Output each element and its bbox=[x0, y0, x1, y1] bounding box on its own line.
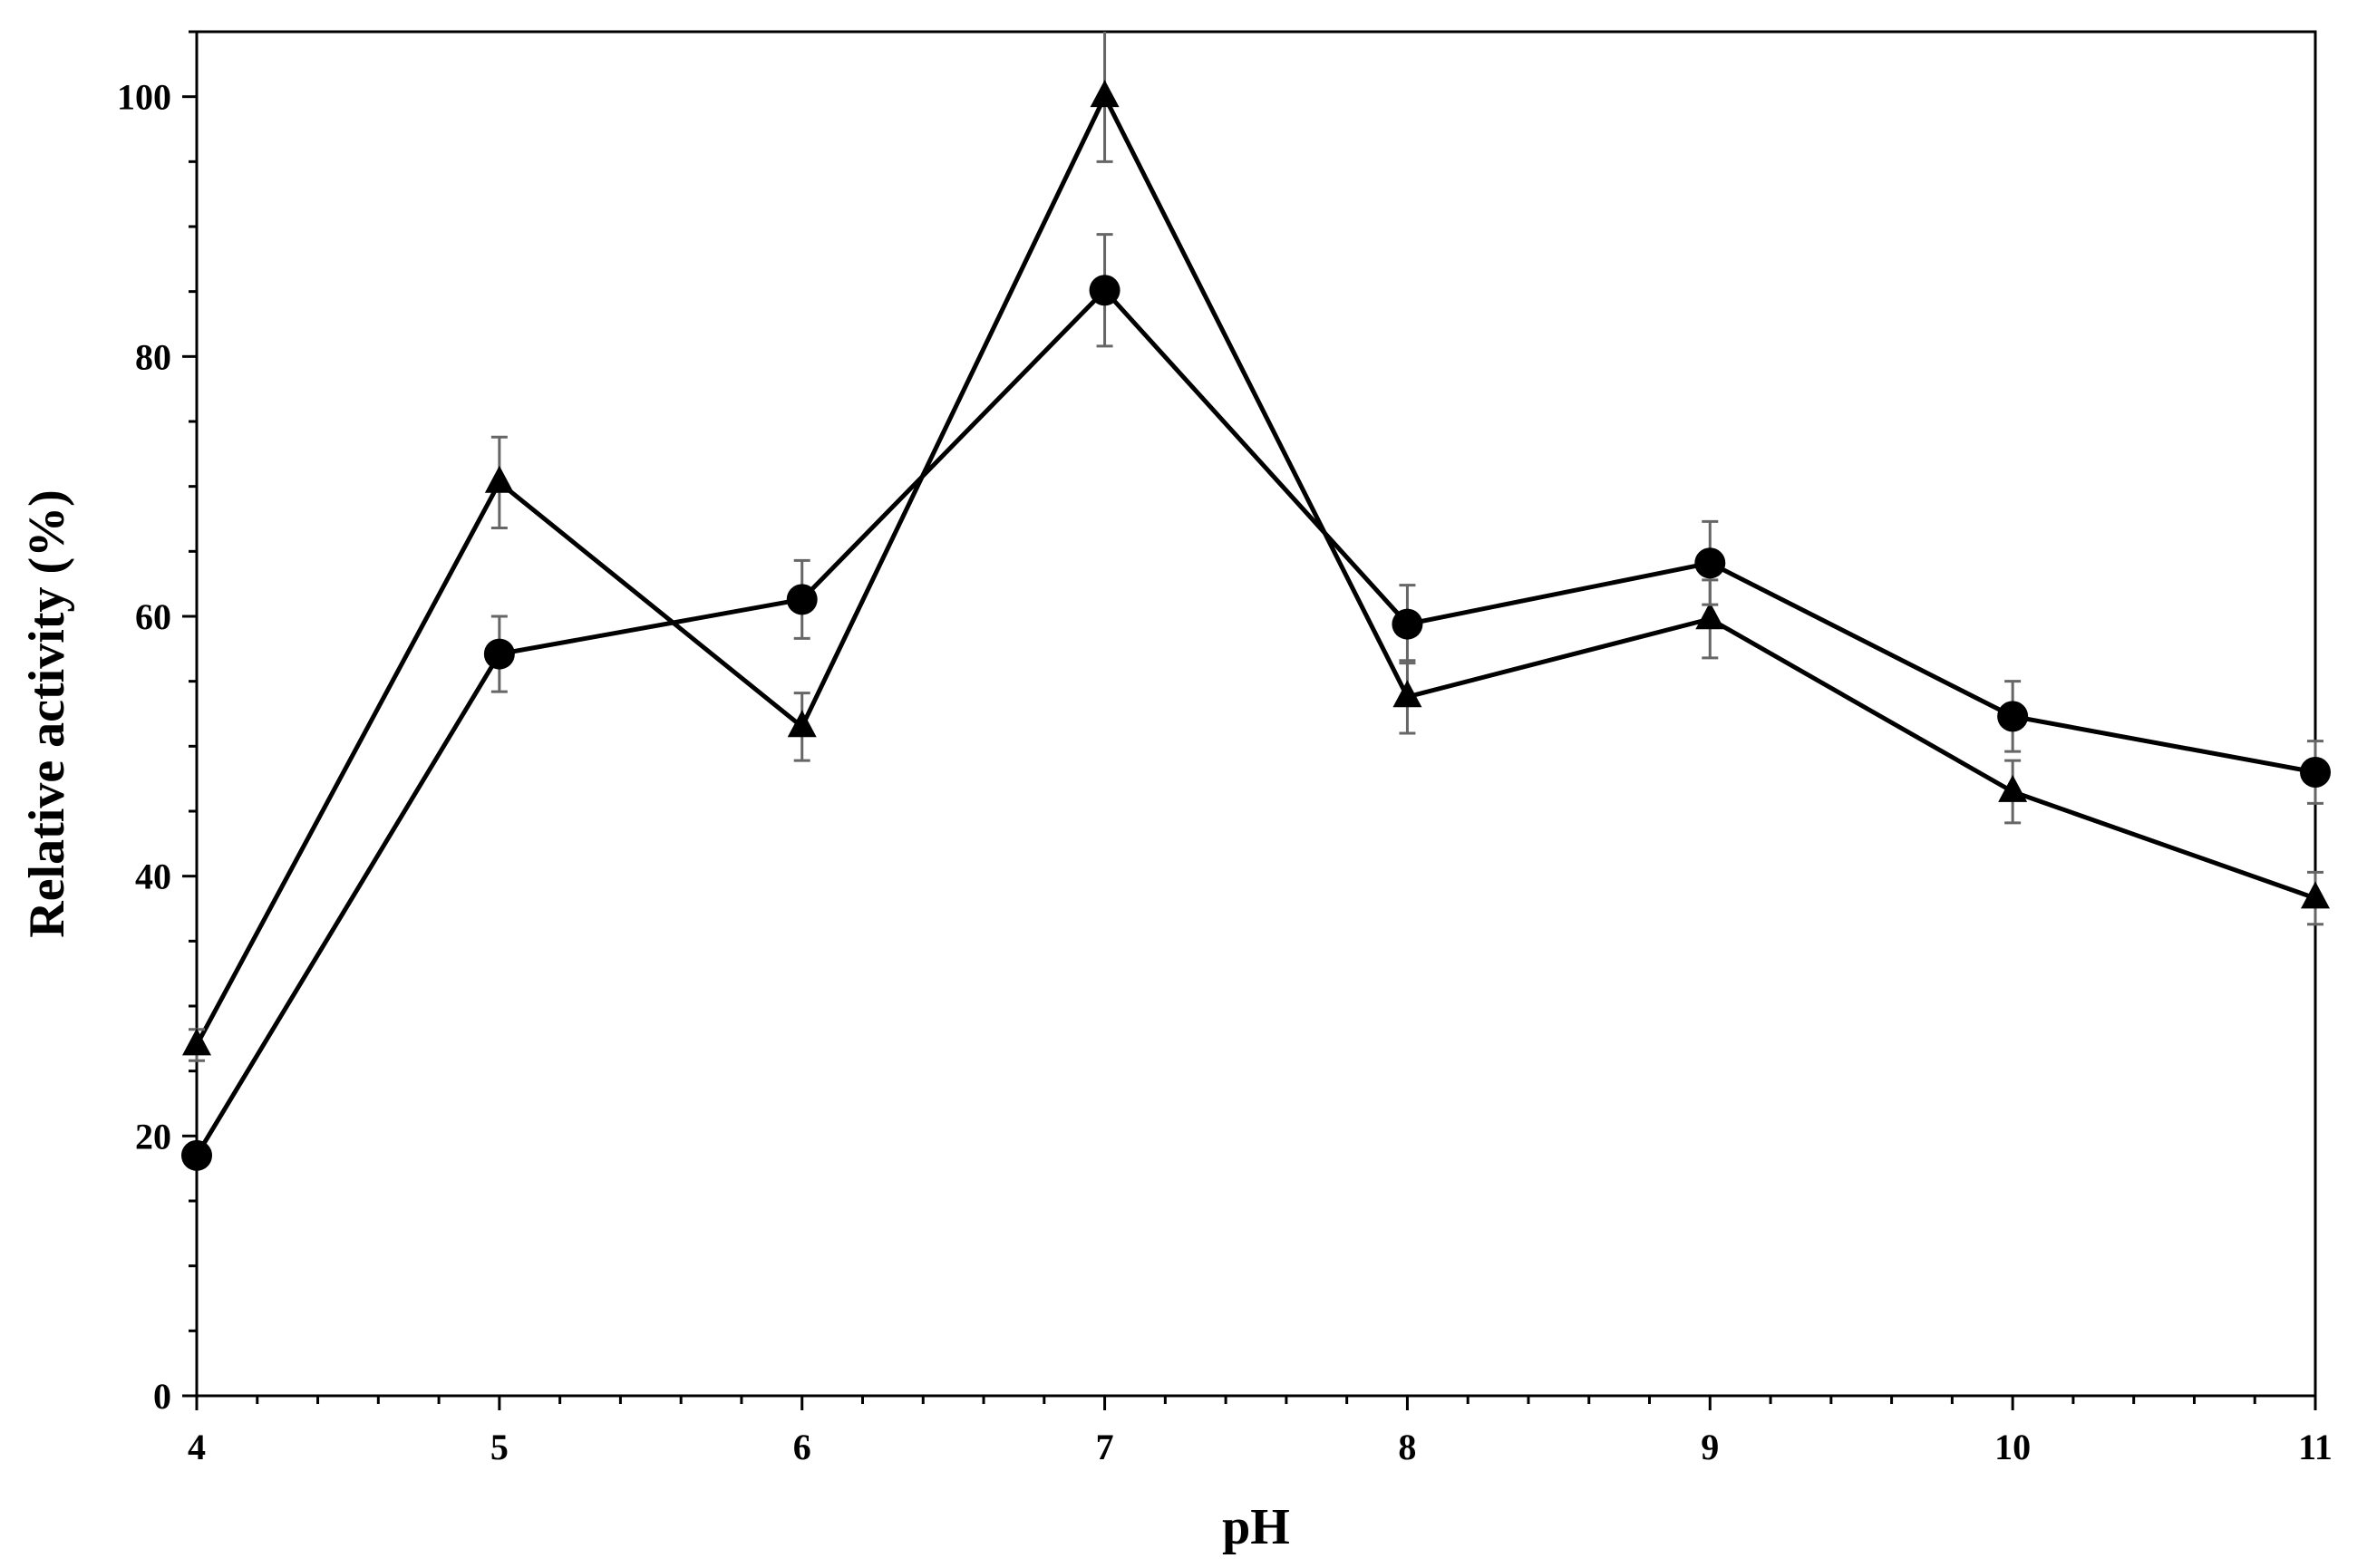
y-tick-label: 0 bbox=[153, 1376, 171, 1417]
series-line bbox=[194, 286, 2316, 1157]
x-tick-label: 5 bbox=[490, 1427, 509, 1467]
data-point-triangle bbox=[1090, 80, 1120, 108]
x-tick-label: 10 bbox=[1994, 1427, 2031, 1467]
y-axis-title: Relative activity (%) bbox=[19, 489, 75, 937]
x-tick-label: 7 bbox=[1096, 1427, 1114, 1467]
series-triangle bbox=[182, 32, 2330, 1062]
data-point-triangle bbox=[1392, 680, 1422, 708]
series-circle bbox=[181, 233, 2331, 1171]
y-tick-label: 60 bbox=[135, 596, 171, 637]
data-point-circle bbox=[181, 1139, 212, 1171]
data-point-triangle bbox=[1998, 774, 2028, 802]
data-point-triangle bbox=[182, 1028, 211, 1056]
data-point-circle bbox=[2300, 757, 2331, 788]
data-point-circle bbox=[1089, 275, 1120, 306]
data-point-triangle bbox=[1695, 602, 1725, 630]
x-tick-label: 4 bbox=[188, 1427, 206, 1467]
x-axis-ticks: 4 5 6 7 8 9 10 11 bbox=[188, 1396, 2333, 1467]
data-point-circle bbox=[1997, 701, 2029, 732]
data-point-circle bbox=[483, 638, 515, 670]
series-layer bbox=[181, 32, 2331, 1171]
data-point-triangle bbox=[2301, 881, 2330, 909]
x-tick-label: 8 bbox=[1398, 1427, 1416, 1467]
plot-frame bbox=[195, 30, 2317, 1398]
data-point-circle bbox=[1392, 608, 1423, 640]
y-tick-label: 20 bbox=[135, 1116, 171, 1157]
data-point-circle bbox=[1694, 547, 1726, 579]
x-tick-label: 6 bbox=[793, 1427, 811, 1467]
data-point-circle bbox=[786, 584, 818, 615]
x-tick-label: 11 bbox=[2298, 1427, 2333, 1467]
series-line bbox=[194, 92, 2316, 1047]
x-axis-title: pH bbox=[1222, 1499, 1290, 1555]
data-point-triangle bbox=[787, 710, 817, 738]
y-tick-label: 80 bbox=[135, 336, 171, 377]
y-axis-ticks: 0 20 40 60 80 100 bbox=[117, 30, 197, 1417]
data-point-triangle bbox=[484, 465, 514, 493]
y-tick-label: 40 bbox=[135, 857, 171, 897]
y-tick-label: 100 bbox=[117, 77, 171, 118]
x-tick-label: 9 bbox=[1701, 1427, 1719, 1467]
